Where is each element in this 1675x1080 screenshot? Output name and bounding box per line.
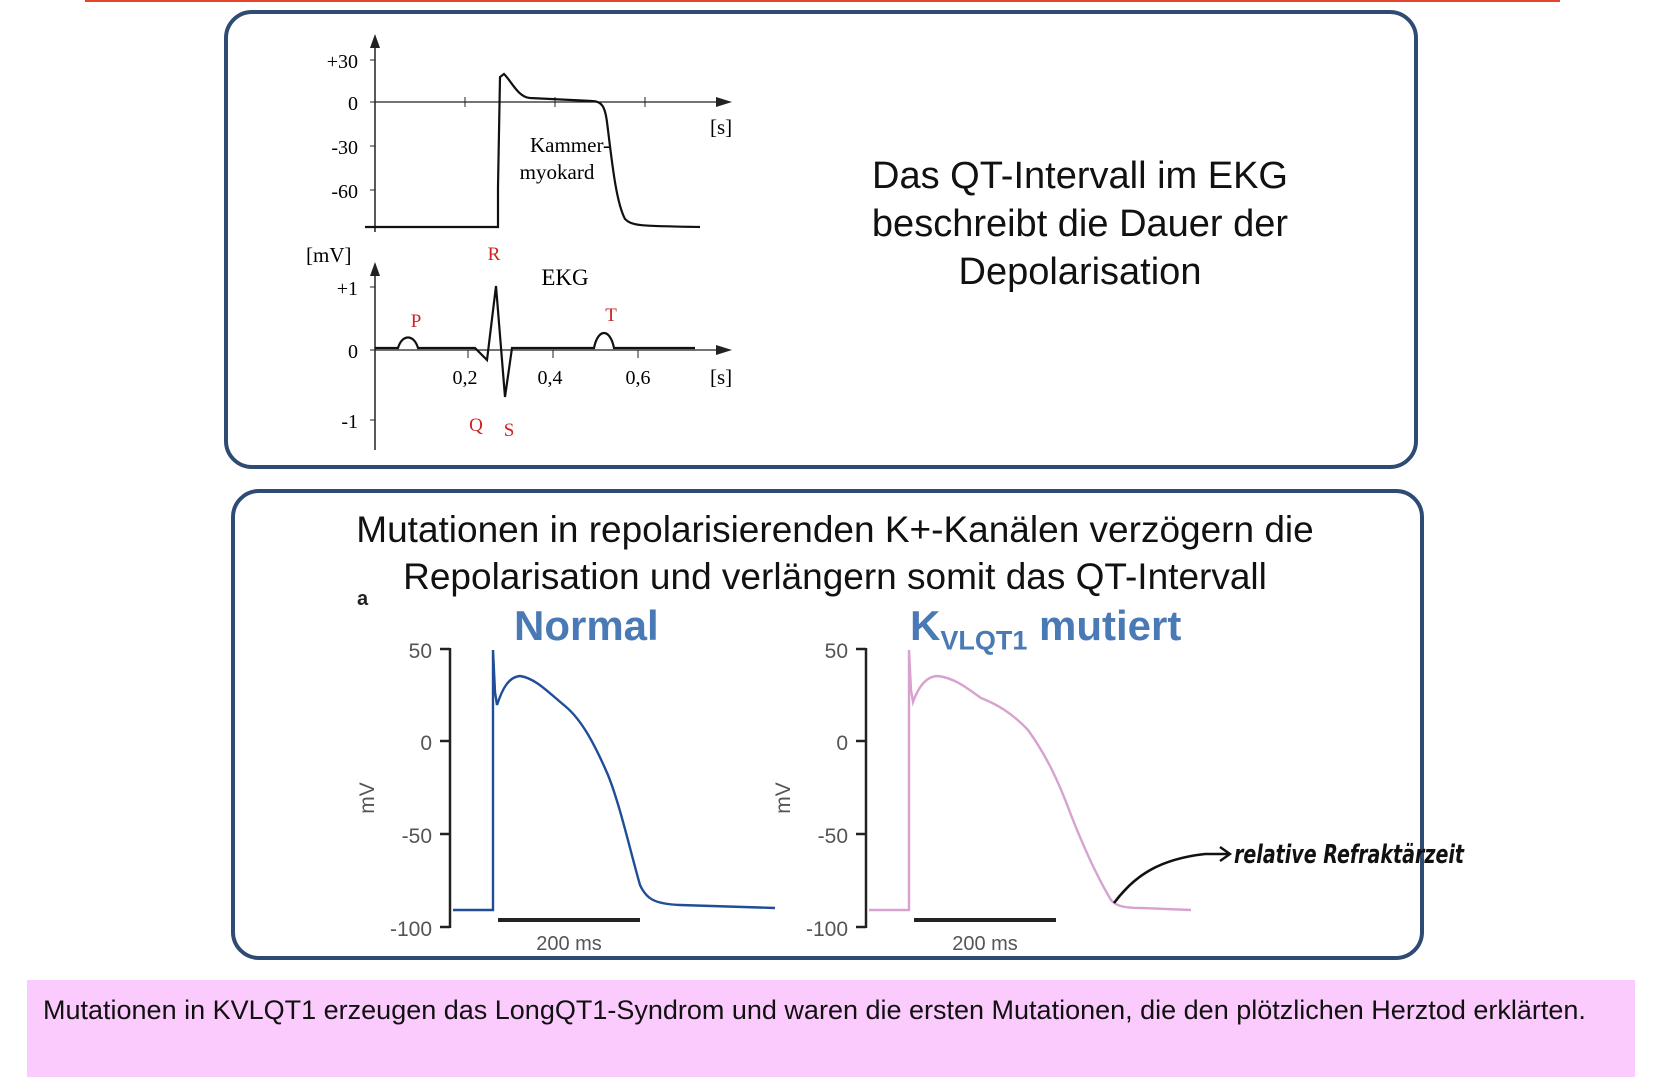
ekg-y-axis — [370, 262, 380, 450]
ekg-ytick: 0 — [348, 341, 358, 363]
statement-line: Depolarisation — [958, 251, 1202, 293]
mutation-heading: Mutationen in repolarisierenden K+-Kanäl… — [260, 506, 1410, 600]
statement-line: Das QT-Intervall im EKG — [872, 155, 1288, 197]
mutant-ap-plot: 50 0 -50 -100 mV 200 ms — [772, 640, 1192, 955]
ekg-x-unit: [s] — [710, 365, 732, 389]
ekg-ytick: -1 — [341, 411, 358, 433]
mutant-ytick: 0 — [836, 732, 848, 755]
annotation-arrowhead — [1219, 846, 1233, 862]
mutation-panel — [231, 489, 1424, 960]
ekg-title: EKG — [541, 265, 588, 290]
mutant-title-k: K — [910, 602, 941, 649]
ekg-y-unit: [mV] — [306, 243, 352, 267]
ap-x-unit: [s] — [710, 115, 732, 139]
normal-y-axis — [440, 647, 452, 929]
ap-ytick: 0 — [348, 93, 358, 115]
ap-label: myokard — [520, 160, 595, 184]
qt-interval-panel — [224, 10, 1418, 469]
mutant-trace — [869, 649, 1192, 912]
ekg-x-axis — [375, 345, 732, 358]
figure-letter: a — [357, 588, 369, 610]
ekg-wave-r: R — [488, 244, 501, 265]
normal-ytick: -100 — [390, 918, 432, 941]
ap-label: Kammer- — [530, 133, 610, 157]
normal-trace — [453, 649, 776, 912]
ekg-xtick: 0,6 — [626, 367, 651, 389]
normal-scalebar-label: 200 ms — [536, 933, 602, 955]
mutation-line: Mutationen in repolarisierenden K+-Kanäl… — [356, 509, 1314, 550]
mutant-ytick: -100 — [806, 918, 848, 941]
normal-ytick: 0 — [420, 732, 432, 755]
normal-ytick: -50 — [402, 825, 432, 848]
mutant-title-rest: mutiert — [1027, 602, 1182, 649]
qt-statement: Das QT-Intervall im EKG beschreibt die D… — [810, 152, 1350, 296]
refractory-annotation: relative Refraktärzeit — [1112, 840, 1465, 904]
ekg-trace — [375, 285, 695, 398]
annotation-arrow — [1112, 852, 1228, 904]
ap-ytick: -60 — [331, 181, 358, 203]
normal-title: Normal — [514, 602, 659, 649]
ap-trace — [365, 72, 701, 229]
ekg-xtick: 0,4 — [538, 367, 563, 389]
ekg-wave-p: P — [411, 311, 422, 332]
mutant-ytick: 50 — [825, 640, 848, 663]
mutant-title: KVLQT1 mutiert — [910, 602, 1181, 656]
mutation-line: Repolarisation und verlängern somit das … — [403, 556, 1267, 597]
ekg-ytick: +1 — [337, 278, 358, 300]
statement-line: beschreibt die Dauer der — [871, 203, 1289, 245]
ekg-wave-t: T — [605, 305, 617, 326]
mutant-ytick: -50 — [818, 825, 848, 848]
annotation-text: relative Refraktärzeit — [1234, 840, 1465, 870]
ekg-xtick: 0,2 — [453, 367, 478, 389]
normal-ap-plot: 50 0 -50 -100 mV 200 ms — [356, 640, 776, 955]
top-rule — [85, 0, 1560, 2]
ekg-wave-s: S — [504, 420, 515, 441]
mutant-title-sub: VLQT1 — [940, 625, 1028, 656]
ap-ytick: +30 — [327, 51, 358, 73]
mutant-y-axis — [856, 647, 868, 929]
mutant-y-label: mV — [772, 782, 795, 814]
note-text: Mutationen in KVLQT1 erzeugen das LongQT… — [43, 995, 1586, 1025]
note-box: Mutationen in KVLQT1 erzeugen das LongQT… — [27, 980, 1635, 1077]
ekg-wave-q: Q — [469, 415, 483, 436]
ap-y-axis — [370, 34, 380, 232]
ap-ekg-figure: +30 0 -30 -60 [s] Kammer- myokard [mV] +… — [306, 34, 732, 450]
normal-ytick: 50 — [409, 640, 432, 663]
mutant-scalebar-label: 200 ms — [952, 933, 1018, 955]
ap-ytick: -30 — [331, 137, 358, 159]
normal-y-label: mV — [356, 782, 379, 814]
